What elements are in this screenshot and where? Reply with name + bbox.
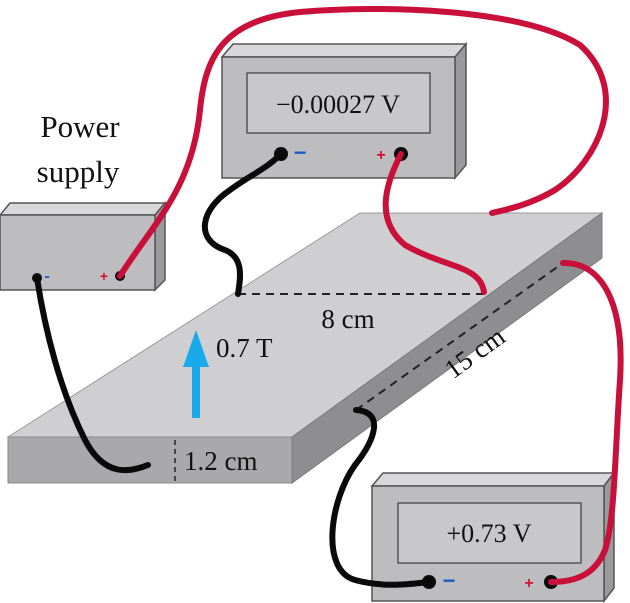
bottom-meter-top bbox=[370, 472, 616, 487]
red-wire-top-meter-to-slab[interactable] bbox=[382, 151, 487, 295]
top-meter-minus-sign: − bbox=[294, 140, 307, 165]
top-meter-side bbox=[454, 41, 467, 181]
red-wire-bottom-meter-to-slab[interactable] bbox=[548, 259, 624, 585]
black-wire-power-to-slab[interactable] bbox=[34, 275, 151, 474]
width-label: 8 cm bbox=[321, 304, 374, 334]
power-supply-label-line1: Power bbox=[40, 109, 120, 144]
bottom-meter-screen bbox=[397, 502, 582, 564]
power-supply-label-line2: supply bbox=[37, 154, 120, 189]
power-supply-front bbox=[0, 214, 156, 291]
red-wire-power-to-slab[interactable] bbox=[117, 5, 609, 279]
top-meter-top bbox=[220, 43, 468, 58]
top-meter-screen bbox=[246, 72, 431, 134]
field-strength-label: 0.7 T bbox=[216, 333, 273, 363]
thickness-label: 1.2 cm bbox=[184, 446, 258, 476]
magnetic-field-arrow bbox=[183, 330, 209, 418]
top-voltmeter: −0.00027 V − + bbox=[220, 41, 468, 181]
power-supply: - + bbox=[0, 200, 167, 292]
power-supply-top bbox=[0, 202, 167, 216]
wires bbox=[34, 5, 624, 588]
black-wire-bottom-meter-to-slab[interactable] bbox=[329, 407, 432, 588]
length-dashed-line bbox=[355, 262, 564, 411]
bottom-meter-reading: +0.73 V bbox=[447, 519, 532, 548]
power-supply-minus-sign: - bbox=[44, 268, 49, 285]
bottom-meter-plus-sign: + bbox=[524, 575, 533, 592]
power-supply-plus-sign: + bbox=[100, 268, 108, 284]
bottom-meter-minus-sign: − bbox=[443, 568, 456, 593]
bottom-voltmeter: +0.73 V − + bbox=[370, 470, 616, 603]
top-meter-plus-sign: + bbox=[376, 147, 385, 164]
black-wire-top-meter-to-slab[interactable] bbox=[202, 151, 284, 297]
top-meter-reading: −0.00027 V bbox=[276, 90, 400, 119]
